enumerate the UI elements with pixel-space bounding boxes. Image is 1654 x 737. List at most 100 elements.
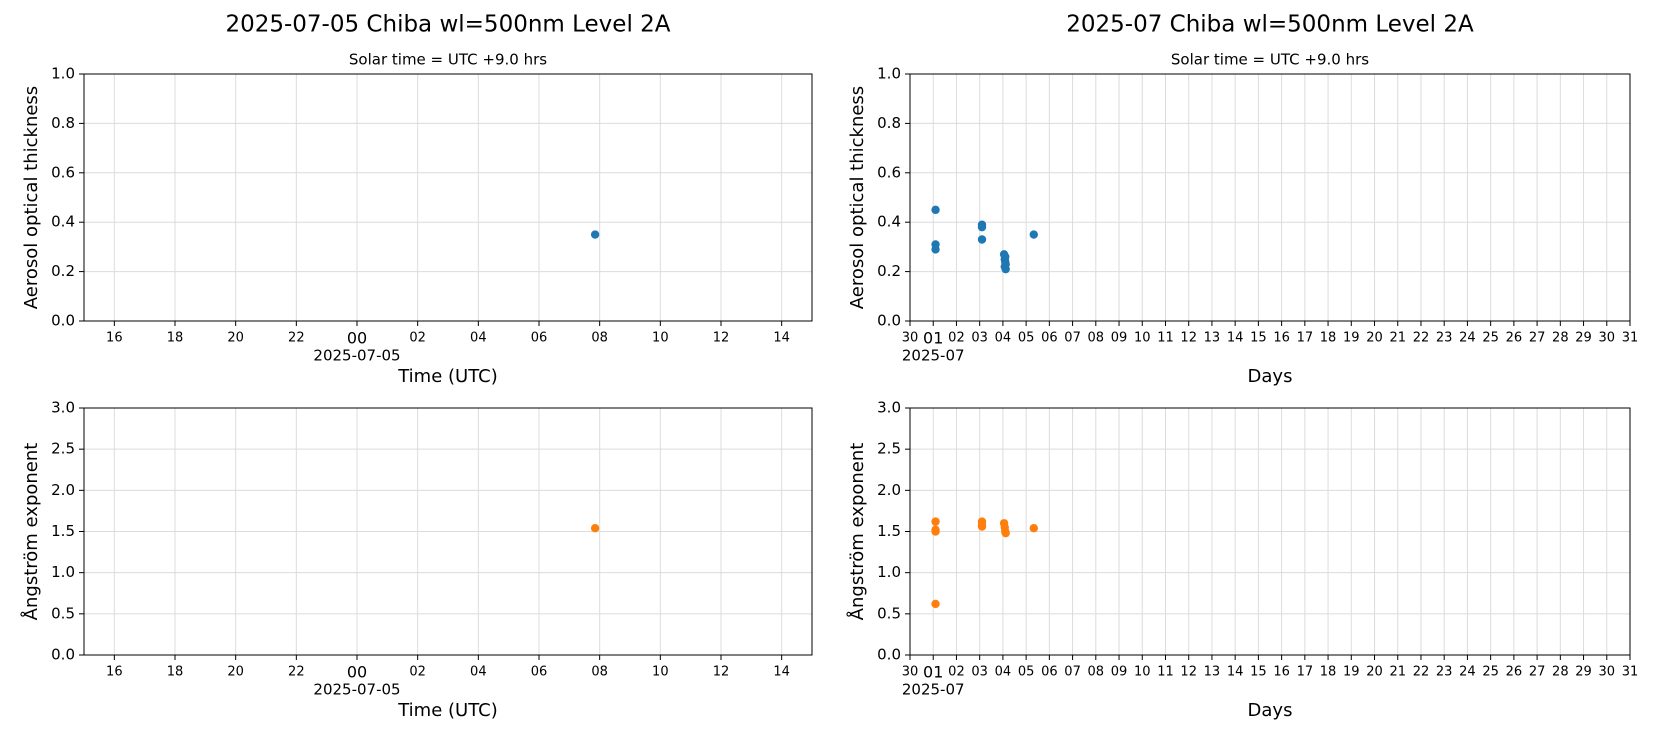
x-tick-label: 04 xyxy=(995,665,1012,680)
x-tick-label: 15 xyxy=(1250,665,1267,680)
y-tick-label: 0.4 xyxy=(877,213,901,231)
x-tick-label: 14 xyxy=(1227,331,1244,346)
x-tick-label: 27 xyxy=(1529,331,1546,346)
x-tick-label: 26 xyxy=(1506,331,1523,346)
x-tick-label: 12 xyxy=(713,331,730,346)
x-tick-label: 31 xyxy=(1622,665,1639,680)
data-point xyxy=(590,230,600,239)
x-tick-label: 27 xyxy=(1529,665,1546,680)
chart-title: 2025-07 Chiba wl=500nm Level 2A xyxy=(1066,12,1474,38)
chart-subtitle: Solar time = UTC +9.0 hrs xyxy=(1171,51,1369,69)
y-tick-label: 0.0 xyxy=(877,646,901,664)
x-tick-label: 24 xyxy=(1459,665,1476,680)
x-tick-label: 06 xyxy=(1041,665,1058,680)
x-tick-label: 02 xyxy=(948,665,965,680)
y-axis-label: Aerosol optical thickness xyxy=(847,86,868,309)
data-point xyxy=(977,222,987,232)
chart-subtitle: Solar time = UTC +9.0 hrs xyxy=(349,51,547,69)
x-tick-label: 22 xyxy=(288,665,305,680)
x-tick-label: 23 xyxy=(1436,331,1453,346)
y-tick-label: 1.5 xyxy=(877,522,901,540)
x-tick-label: 09 xyxy=(1111,665,1128,680)
plot-frame xyxy=(83,73,813,322)
x-tick-label: 03 xyxy=(971,665,988,680)
x-tick-label: 30 xyxy=(902,331,919,346)
y-tick-label: 1.0 xyxy=(51,65,75,83)
x-tick-label: 02 xyxy=(409,331,426,346)
x-tick-label: 16 xyxy=(106,665,123,680)
y-tick-label: 0.4 xyxy=(51,213,75,231)
data-point xyxy=(977,235,987,244)
x-tick-label: 00 xyxy=(347,329,367,348)
x-tick-label: 18 xyxy=(167,331,184,346)
y-tick-label: 3.0 xyxy=(877,399,901,417)
x-tick-label: 05 xyxy=(1018,665,1035,680)
data-point xyxy=(1029,524,1038,533)
x-tick-label: 19 xyxy=(1343,665,1360,680)
x-tick-label: 02 xyxy=(409,665,426,680)
y-tick-label: 0.5 xyxy=(877,604,901,622)
x-offset-label: 2025-07-05 xyxy=(313,681,400,699)
chart-title: 2025-07-05 Chiba wl=500nm Level 2A xyxy=(225,12,670,38)
x-tick-label: 10 xyxy=(652,665,669,680)
x-tick-label: 03 xyxy=(971,331,988,346)
x-tick-label: 08 xyxy=(1088,331,1105,346)
x-tick-label: 16 xyxy=(1273,665,1290,680)
x-tick-label: 29 xyxy=(1575,665,1592,680)
x-tick-label: 28 xyxy=(1552,331,1569,346)
x-tick-label: 23 xyxy=(1436,665,1453,680)
x-tick-label: 18 xyxy=(167,665,184,680)
x-axis-label: Days xyxy=(1248,700,1293,721)
x-tick-label: 26 xyxy=(1506,665,1523,680)
y-tick-label: 1.0 xyxy=(877,563,901,581)
x-tick-label: 00 xyxy=(347,663,367,682)
data-point xyxy=(931,527,940,536)
x-tick-label: 21 xyxy=(1389,665,1406,680)
x-tick-label: 01 xyxy=(923,663,943,682)
data-point xyxy=(590,524,600,533)
x-tick-label: 07 xyxy=(1064,331,1081,346)
x-tick-label: 14 xyxy=(773,331,790,346)
y-tick-label: 2.5 xyxy=(877,440,901,458)
x-tick-label: 10 xyxy=(652,331,669,346)
x-tick-label: 01 xyxy=(923,329,943,348)
x-tick-label: 18 xyxy=(1320,331,1337,346)
x-tick-label: 20 xyxy=(1366,665,1383,680)
plot-frame xyxy=(83,407,813,656)
x-tick-label: 11 xyxy=(1157,331,1174,346)
y-tick-label: 0.6 xyxy=(877,163,901,181)
x-axis-label: Time (UTC) xyxy=(397,700,498,721)
x-tick-label: 25 xyxy=(1482,665,1499,680)
x-tick-label: 11 xyxy=(1157,665,1174,680)
x-tick-label: 21 xyxy=(1389,331,1406,346)
data-point xyxy=(1029,230,1038,239)
x-tick-label: 25 xyxy=(1482,331,1499,346)
x-tick-label: 22 xyxy=(1413,665,1430,680)
x-tick-label: 30 xyxy=(1599,665,1616,680)
y-tick-label: 2.5 xyxy=(51,440,75,458)
y-tick-label: 0.6 xyxy=(51,163,75,181)
y-tick-label: 0.0 xyxy=(877,312,901,330)
x-tick-label: 07 xyxy=(1064,665,1081,680)
x-tick-label: 17 xyxy=(1297,665,1314,680)
x-tick-label: 31 xyxy=(1622,331,1639,346)
x-offset-label: 2025-07 xyxy=(902,347,965,365)
x-tick-label: 30 xyxy=(1599,331,1616,346)
y-tick-label: 0.8 xyxy=(51,114,75,132)
x-tick-label: 19 xyxy=(1343,331,1360,346)
x-tick-label: 15 xyxy=(1250,331,1267,346)
x-tick-label: 08 xyxy=(591,331,608,346)
y-tick-label: 3.0 xyxy=(51,399,75,417)
x-tick-label: 06 xyxy=(531,331,548,346)
y-tick-label: 2.0 xyxy=(51,481,75,499)
data-point xyxy=(931,205,940,215)
x-tick-label: 10 xyxy=(1134,665,1151,680)
x-tick-label: 16 xyxy=(106,331,123,346)
x-tick-label: 04 xyxy=(995,331,1012,346)
x-tick-label: 12 xyxy=(713,665,730,680)
y-tick-label: 0.5 xyxy=(51,604,75,622)
x-tick-label: 17 xyxy=(1297,331,1314,346)
y-tick-label: 0.2 xyxy=(51,262,75,280)
y-tick-label: 1.5 xyxy=(51,522,75,540)
